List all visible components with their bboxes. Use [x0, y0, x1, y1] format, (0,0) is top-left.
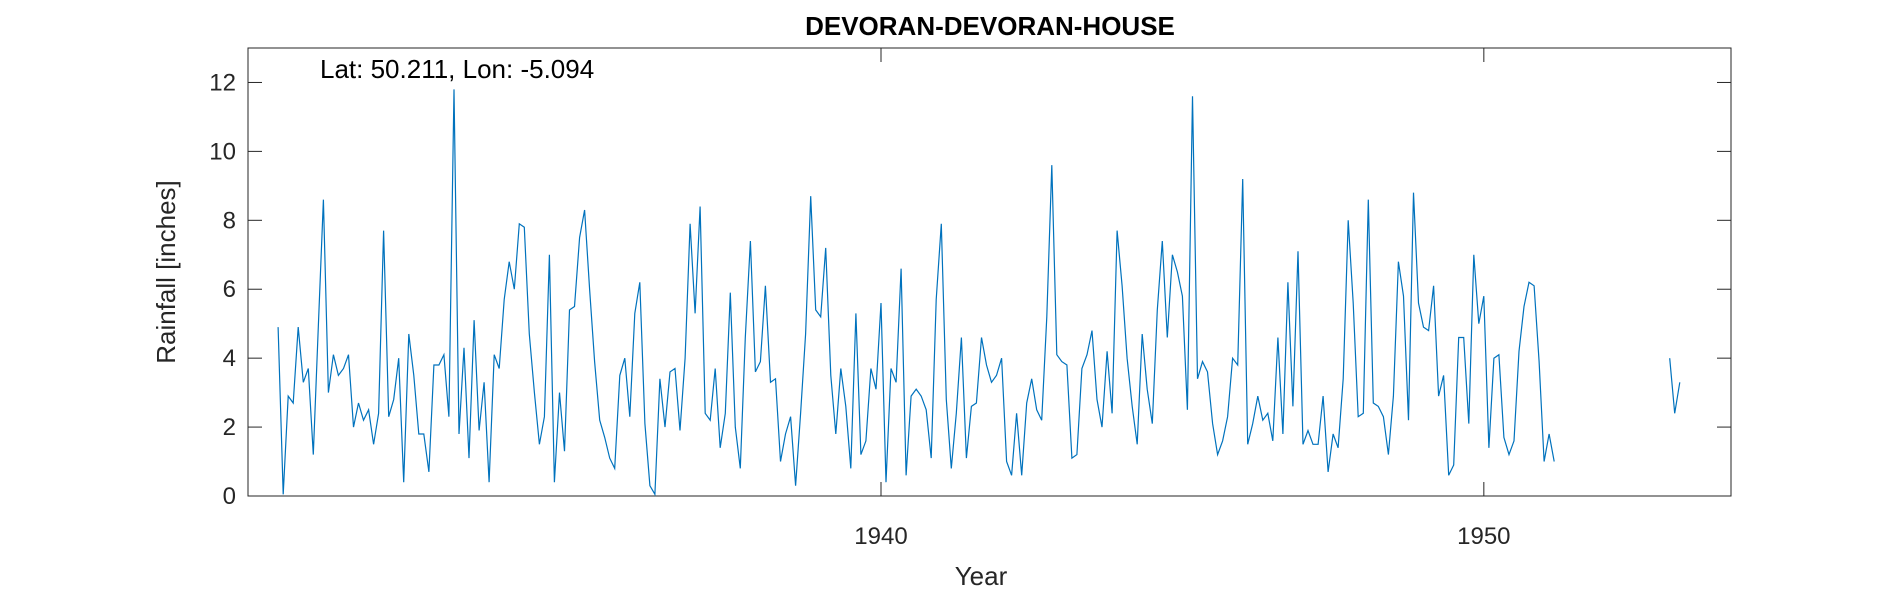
y-tick-label: 4	[223, 345, 236, 372]
x-tick-label: 1950	[1457, 523, 1510, 550]
x-tick-label: 1940	[854, 523, 907, 550]
axis-ticks	[248, 48, 1731, 497]
y-tick-label: 12	[209, 69, 236, 96]
x-tick-labels: 1940 1950	[854, 523, 1510, 550]
location-annotation: Lat: 50.211, Lon: -5.094	[320, 54, 594, 84]
rainfall-series-line	[277, 89, 1555, 497]
y-tick-label: 2	[223, 414, 236, 441]
y-tick-labels: 0 2 4 6 8 10 12	[209, 69, 236, 510]
y-tick-label: 6	[223, 276, 236, 303]
y-tick-label: 8	[223, 207, 236, 234]
chart-title: DEVORAN-DEVORAN-HOUSE	[805, 11, 1175, 41]
y-tick-label: 0	[223, 483, 236, 510]
x-axis-label: Year	[955, 561, 1008, 591]
series-group	[277, 89, 1681, 497]
plot-area	[247, 47, 1732, 497]
rainfall-series-line	[1669, 358, 1681, 414]
y-axis-label: Rainfall [inches]	[151, 180, 181, 364]
y-tick-label: 10	[209, 138, 236, 165]
